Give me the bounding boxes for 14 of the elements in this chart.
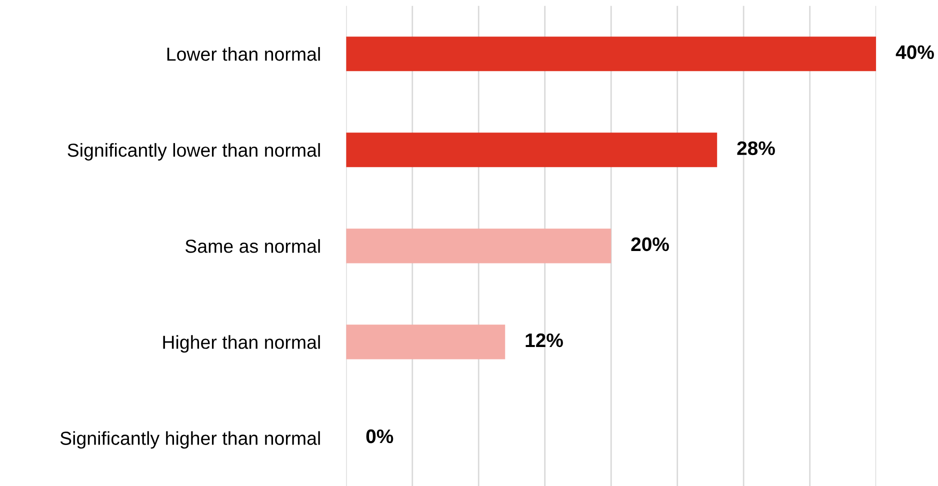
y-tick-label: Same as normal bbox=[185, 239, 320, 253]
data-label: 12% bbox=[526, 333, 563, 348]
data-label: 28% bbox=[737, 141, 775, 156]
y-tick-label: Higher than normal bbox=[163, 335, 320, 353]
bar bbox=[346, 228, 612, 264]
bar bbox=[346, 36, 876, 72]
bar bbox=[346, 132, 718, 168]
y-tick-label: Lower than normal bbox=[167, 47, 320, 61]
data-label: 40% bbox=[896, 45, 934, 60]
data-label: 20% bbox=[631, 237, 669, 252]
bar bbox=[346, 324, 506, 360]
y-tick-label: Significantly lower than normal bbox=[68, 143, 320, 161]
data-label: 0% bbox=[366, 429, 394, 444]
y-tick-label: Significantly higher than normal bbox=[60, 431, 320, 449]
